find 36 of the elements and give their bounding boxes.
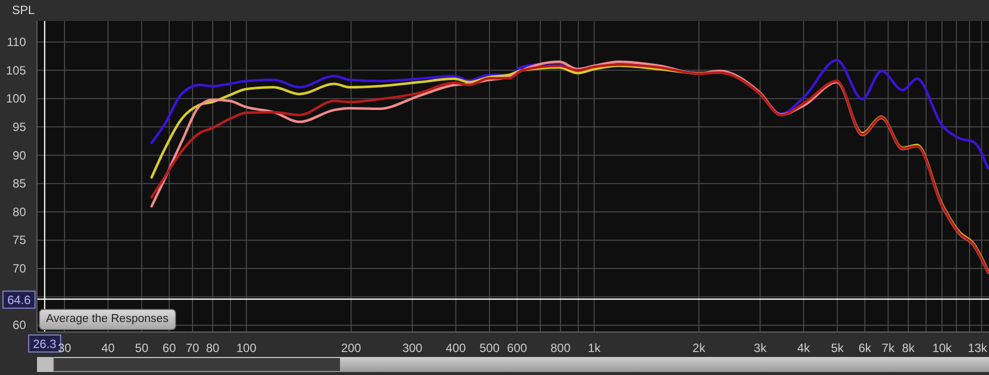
x-tick-label: 800: [550, 341, 571, 355]
x-tick-label: 6k: [858, 341, 872, 355]
y-tick-label: 85: [12, 176, 26, 191]
x-tick-label: 500: [479, 341, 500, 355]
x-tick-label: 5k: [830, 341, 845, 355]
x-tick-label: 600: [507, 341, 528, 355]
ref-line-label: 26.3: [32, 337, 57, 351]
x-tick-label: 100: [236, 341, 257, 355]
x-tick-label: 300: [402, 341, 423, 355]
y-tick-label: 90: [12, 148, 26, 162]
x-tick-label: 60: [162, 341, 176, 355]
x-tick-label: 4k: [797, 341, 811, 355]
x-tick-label: 10k: [932, 341, 953, 355]
y-tick-label: 75: [12, 233, 26, 248]
y-tick-label: 95: [12, 120, 26, 134]
y-tick-label: 110: [6, 34, 26, 49]
y-tick-label: 60: [12, 318, 26, 332]
x-tick-label: 70: [186, 341, 200, 355]
x-tick-label: 200: [341, 341, 362, 355]
x-tick-label: 1k: [588, 341, 602, 355]
x-tick-label: 13k: [968, 341, 988, 355]
x-tick-label: 400: [446, 341, 466, 355]
x-tick-label: 7k: [882, 341, 896, 355]
x-tick-label: 50: [135, 341, 149, 355]
x-tick-label: 2k: [692, 341, 706, 355]
y-tick-label: 100: [6, 92, 26, 106]
y-tick-label: 105: [6, 63, 26, 78]
y-tick-label: 70: [12, 262, 26, 276]
x-tick-label: 3k: [754, 341, 768, 355]
x-tick-label: 40: [101, 341, 115, 355]
y-axis-title: SPL: [12, 3, 35, 17]
y-tick-label: 80: [12, 204, 26, 219]
x-tick-label: 8k: [902, 341, 916, 355]
x-tick-label: 80: [206, 341, 220, 355]
ref-line-label: 64.6: [7, 293, 31, 308]
button: Average the Responses: [39, 309, 176, 330]
